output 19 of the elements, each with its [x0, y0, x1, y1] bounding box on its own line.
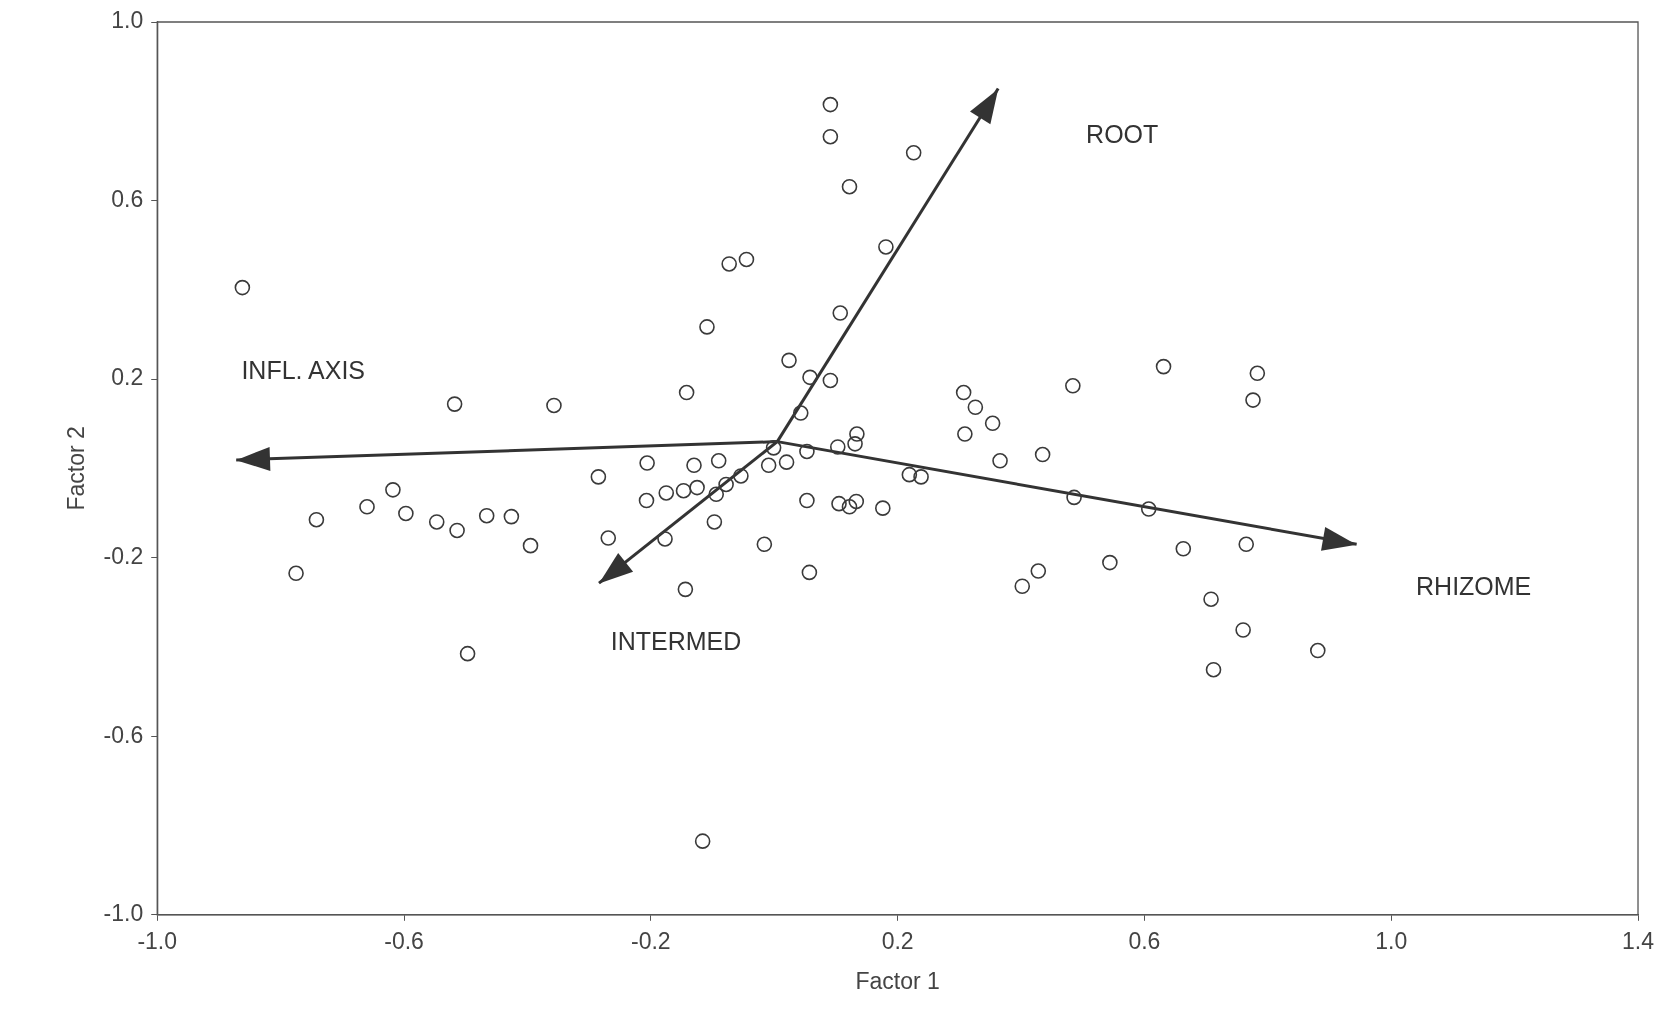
x-tick-label: 1.4	[1622, 927, 1655, 954]
x-axis-title: Factor 1	[855, 967, 940, 994]
y-tick-label: -0.6	[103, 721, 144, 748]
x-tick-label: -1.0	[137, 927, 178, 954]
y-tick-label: 1.0	[111, 7, 144, 34]
x-tick-label: 0.6	[1128, 927, 1161, 954]
text: INFL. AXIS	[241, 355, 366, 384]
x-tick-label: 1.0	[1375, 927, 1408, 954]
y-tick-label: 0.2	[111, 364, 144, 391]
x-tick-label: -0.6	[384, 927, 424, 954]
y-tick-label: -1.0	[103, 900, 144, 927]
x-tick-label: -0.2	[631, 927, 671, 954]
text: RHIZOME	[1416, 572, 1532, 601]
y-axis-title: Factor 2	[63, 426, 90, 511]
series-label: INTERMED	[610, 627, 742, 656]
y-tick-label: -0.2	[103, 543, 144, 570]
x-tick-label: 0.2	[881, 927, 914, 954]
y-tick-label: 0.6	[111, 185, 144, 212]
text: ROOT	[1086, 120, 1159, 149]
